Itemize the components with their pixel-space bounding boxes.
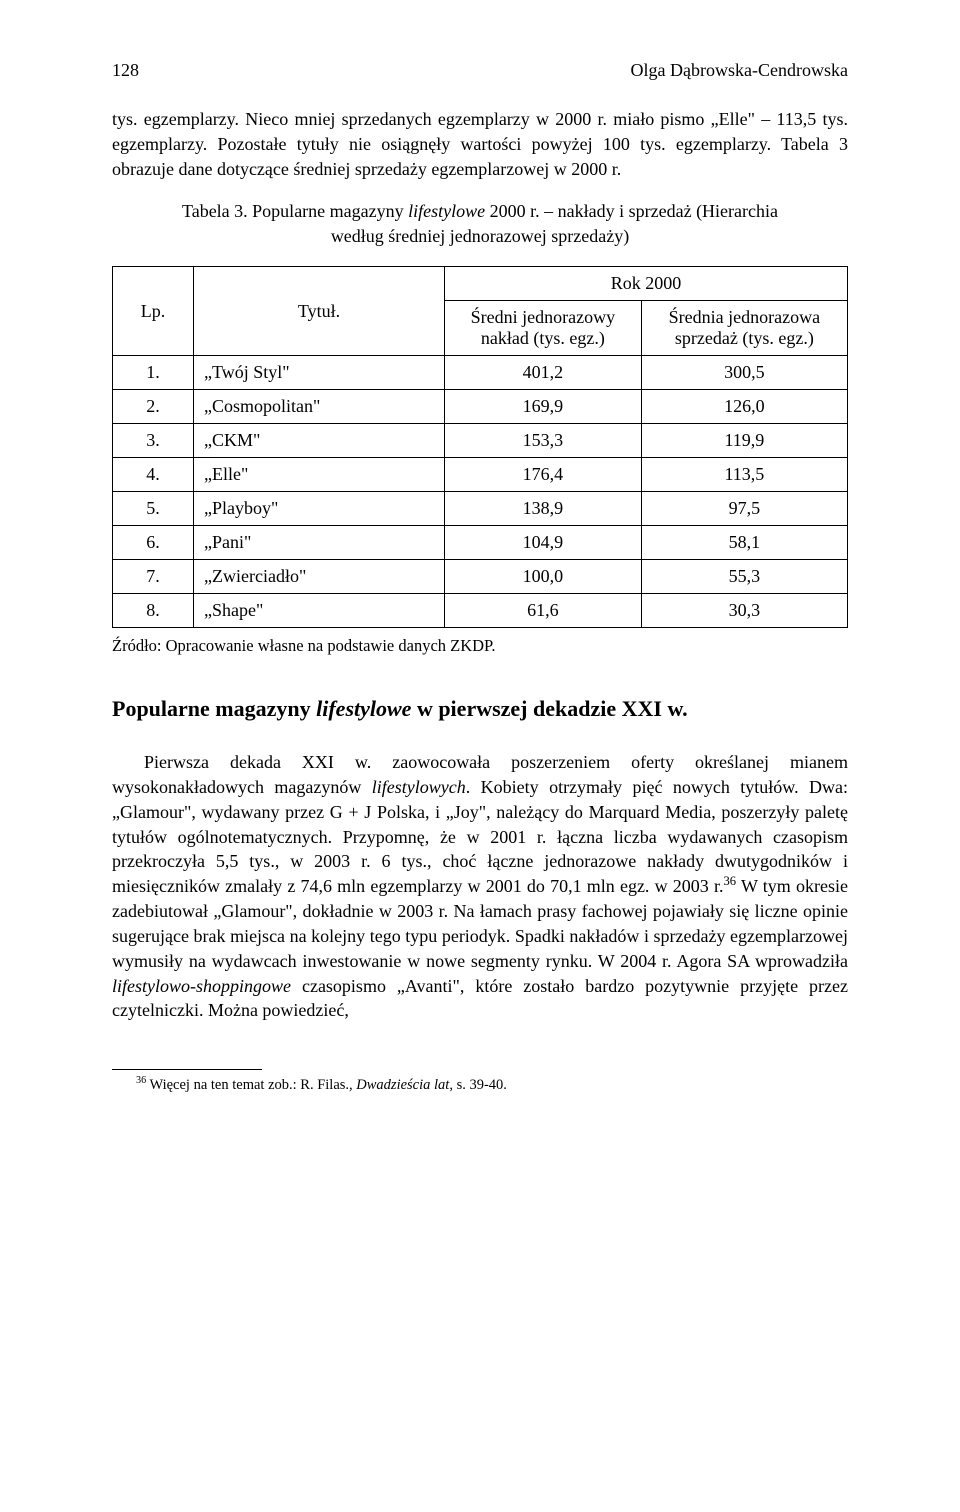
cell-title: „Elle": [194, 458, 445, 492]
cell-title: „Playboy": [194, 492, 445, 526]
cell-lp: 6.: [113, 526, 194, 560]
cell-b: 119,9: [641, 424, 847, 458]
section-heading: Popularne magazyny lifestylowe w pierwsz…: [112, 696, 848, 722]
table-row: 3.„CKM"153,3119,9: [113, 424, 848, 458]
cell-a: 100,0: [445, 560, 642, 594]
cell-title: „CKM": [194, 424, 445, 458]
cell-title: „Shape": [194, 594, 445, 628]
footnote-number: 36: [136, 1075, 146, 1086]
table-row: 4.„Elle"176,4113,5: [113, 458, 848, 492]
header-col-b: Średnia jednorazowa sprzedaż (tys. egz.): [641, 301, 847, 356]
cell-b: 97,5: [641, 492, 847, 526]
cell-a: 138,9: [445, 492, 642, 526]
footnote-text-suffix: , s. 39-40.: [449, 1077, 507, 1093]
footnote-text-prefix: Więcej na ten temat zob.: R. Filas.,: [146, 1077, 356, 1093]
cell-b: 30,3: [641, 594, 847, 628]
table-source: Źródło: Opracowanie własne na podstawie …: [112, 636, 848, 656]
cell-title: „Zwierciadło": [194, 560, 445, 594]
cell-b: 113,5: [641, 458, 847, 492]
data-table: Lp. Tytuł. Rok 2000 Średni jednorazowy n…: [112, 266, 848, 628]
table-row: 7.„Zwierciadło"100,055,3: [113, 560, 848, 594]
cell-lp: 7.: [113, 560, 194, 594]
table-caption: Tabela 3. Popularne magazyny lifestylowe…: [170, 199, 790, 248]
header-year: Rok 2000: [445, 267, 848, 301]
cell-b: 55,3: [641, 560, 847, 594]
footnote-text-italic: Dwadzieścia lat: [356, 1077, 449, 1093]
header-title: Tytuł.: [194, 267, 445, 356]
cell-a: 61,6: [445, 594, 642, 628]
table-body: 1.„Twój Styl"401,2300,52.„Cosmopolitan"1…: [113, 356, 848, 628]
table-row: 1.„Twój Styl"401,2300,5: [113, 356, 848, 390]
table-header-row-1: Lp. Tytuł. Rok 2000: [113, 267, 848, 301]
cell-b: 58,1: [641, 526, 847, 560]
cell-lp: 1.: [113, 356, 194, 390]
running-author: Olga Dąbrowska-Cendrowska: [631, 60, 848, 81]
cell-lp: 3.: [113, 424, 194, 458]
footnote: 36 Więcej na ten temat zob.: R. Filas., …: [112, 1076, 848, 1095]
page-container: 128 Olga Dąbrowska-Cendrowska tys. egzem…: [0, 0, 960, 1512]
footnote-rule: [112, 1069, 262, 1070]
cell-lp: 4.: [113, 458, 194, 492]
cell-lp: 8.: [113, 594, 194, 628]
table-row: 6.„Pani"104,958,1: [113, 526, 848, 560]
cell-b: 126,0: [641, 390, 847, 424]
heading-italic: lifestylowe: [316, 696, 411, 721]
cell-title: „Cosmopolitan": [194, 390, 445, 424]
cell-a: 153,3: [445, 424, 642, 458]
cell-lp: 5.: [113, 492, 194, 526]
lead-paragraph: tys. egzemplarzy. Nieco mniej sprzedanyc…: [112, 107, 848, 181]
header-lp: Lp.: [113, 267, 194, 356]
heading-suffix: w pierwszej dekadzie XXI w.: [411, 696, 687, 721]
running-head: 128 Olga Dąbrowska-Cendrowska: [112, 60, 848, 81]
caption-italic: lifestylowe: [408, 201, 485, 221]
cell-title: „Pani": [194, 526, 445, 560]
caption-prefix: Tabela 3. Popularne magazyny: [182, 201, 408, 221]
table-row: 2.„Cosmopolitan"169,9126,0: [113, 390, 848, 424]
header-col-a: Średni jednorazowy nakład (tys. egz.): [445, 301, 642, 356]
heading-prefix: Popularne magazyny: [112, 696, 316, 721]
cell-lp: 2.: [113, 390, 194, 424]
page-number: 128: [112, 60, 139, 81]
cell-a: 176,4: [445, 458, 642, 492]
main-paragraph: Pierwsza dekada XXI w. zaowocowała posze…: [112, 750, 848, 1023]
cell-title: „Twój Styl": [194, 356, 445, 390]
cell-b: 300,5: [641, 356, 847, 390]
cell-a: 401,2: [445, 356, 642, 390]
cell-a: 169,9: [445, 390, 642, 424]
cell-a: 104,9: [445, 526, 642, 560]
table-row: 5.„Playboy"138,997,5: [113, 492, 848, 526]
table-row: 8.„Shape"61,630,3: [113, 594, 848, 628]
